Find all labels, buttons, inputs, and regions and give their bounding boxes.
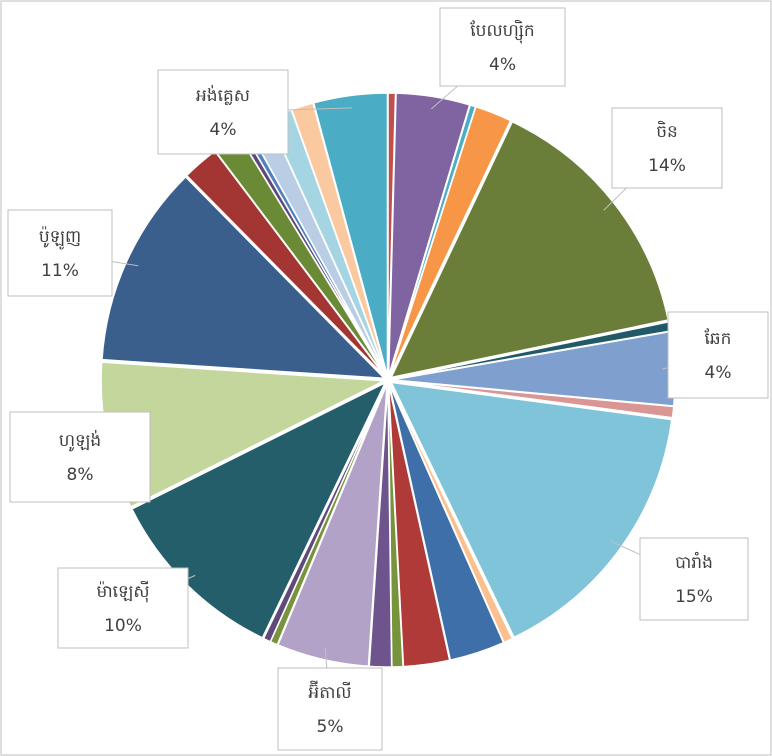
data-label: អង់គ្លេស 4%: [157, 69, 352, 155]
label-box: [57, 567, 189, 649]
label-value: 4%: [210, 120, 237, 140]
label-value: 4%: [489, 55, 516, 75]
pie-slice: [101, 175, 387, 380]
label-name: អង់គ្លេស: [196, 84, 250, 106]
label-name: ឆែក: [705, 328, 732, 349]
label-box: [157, 69, 289, 155]
label-box: [9, 411, 151, 503]
label-name: ម៉ាឡេស៊ី: [96, 580, 149, 603]
label-box: [7, 209, 113, 297]
label-box: [277, 667, 383, 751]
label-name: បែលហ្ស៊ិក: [470, 19, 534, 44]
data-label: ម៉ាឡេស៊ី 10%: [57, 567, 196, 649]
label-name: អ៊ីតាលី: [308, 680, 351, 703]
label-value: 4%: [705, 363, 732, 383]
pie-slice: [389, 381, 673, 639]
pie-slice: [388, 105, 512, 377]
label-box: [639, 537, 749, 621]
data-label: ហូឡង់ 8%: [9, 411, 151, 503]
label-value: 8%: [67, 465, 94, 485]
label-box: [667, 311, 769, 399]
label-name: ប៉ូឡូញ: [39, 226, 81, 250]
label-value: 10%: [104, 616, 142, 636]
data-label: បែលហ្ស៊ិក 4%: [430, 7, 566, 110]
pie-slice: [312, 92, 389, 377]
data-label: ឆែក 4%: [662, 311, 769, 399]
label-name: បារាំង: [675, 551, 713, 573]
label-value: 11%: [41, 261, 79, 281]
pie-slice: [389, 120, 670, 379]
data-label: ចិន 14%: [603, 107, 723, 211]
pie-slice: [391, 379, 675, 419]
data-label: អ៊ីតាលី 5%: [277, 647, 383, 751]
label-name: ចិន: [656, 120, 678, 142]
pie-slice: [276, 383, 388, 668]
pie-slice: [368, 383, 393, 668]
label-name: ហូឡង់: [59, 429, 101, 452]
data-label: បារាំង 15%: [610, 537, 749, 621]
label-value: 15%: [675, 587, 713, 607]
data-label: ប៉ូឡូញ 11%: [7, 209, 139, 297]
label-value: 14%: [648, 156, 686, 176]
label-box: [439, 7, 566, 87]
label-box: [611, 107, 723, 189]
label-value: 5%: [317, 717, 344, 737]
pie-slice: [262, 383, 387, 643]
